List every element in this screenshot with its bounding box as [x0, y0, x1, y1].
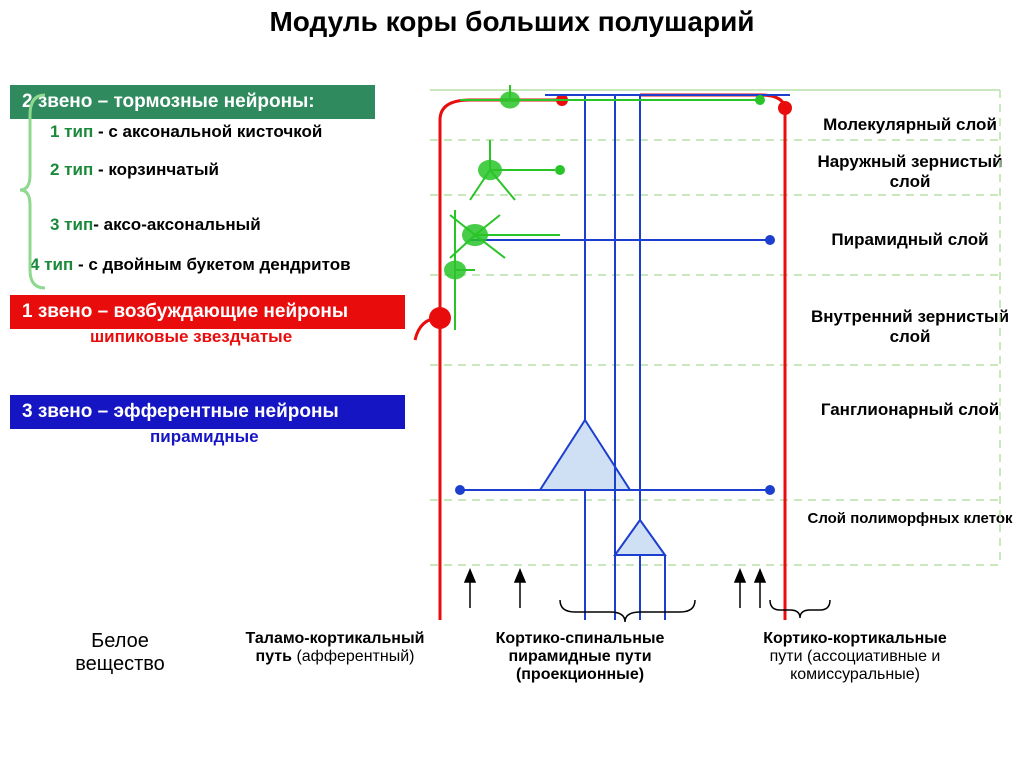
type-4-num: 4 тип [30, 255, 73, 274]
layer-pyramidal: Пирамидный слой [800, 230, 1020, 250]
lbl-cortico-cortical: Кортико-кортикальные пути (ассоциативные… [730, 630, 980, 684]
lbl-cortico-spinal: Кортико-спинальные пирамидные пути (прое… [470, 630, 690, 684]
layer-inner-granular: Внутренний зернистый слой [800, 307, 1020, 347]
type-4: 4 тип - с двойным букетом дендритов [30, 255, 351, 275]
band-zveno3: 3 звено – эфферентные нейроны [10, 395, 405, 429]
layer-polymorphic: Слой полиморфных клеток [800, 510, 1020, 527]
layer-outer-granular: Наружный зернистый слой [800, 152, 1020, 192]
band-zveno2: 2 звено – тормозные нейроны: [10, 85, 375, 119]
shipikovye: шипиковые звездчатые [90, 327, 292, 347]
white-matter: Белоевещество [50, 630, 190, 676]
lbl-thalamo: Таламо-кортикальныйпуть (афферентный) [220, 630, 450, 666]
layer-ganglionic: Ганглионарный слой [800, 400, 1020, 420]
type-2: 2 тип - корзинчатый [50, 160, 219, 180]
piramidnye: пирамидные [150, 427, 259, 447]
type-2-num: 2 тип [50, 160, 93, 179]
type-3-num: 3 тип [50, 215, 93, 234]
page-title: Модуль коры больших полушарий [0, 6, 1024, 38]
type-3: 3 тип- аксо-аксональный [50, 215, 261, 235]
layer-molecular: Молекулярный слой [800, 115, 1020, 135]
type-1-num: 1 тип [50, 122, 93, 141]
type-1: 1 тип - с аксональной кисточкой [50, 122, 322, 142]
band-zveno1: 1 звено – возбуждающие нейроны [10, 295, 405, 329]
